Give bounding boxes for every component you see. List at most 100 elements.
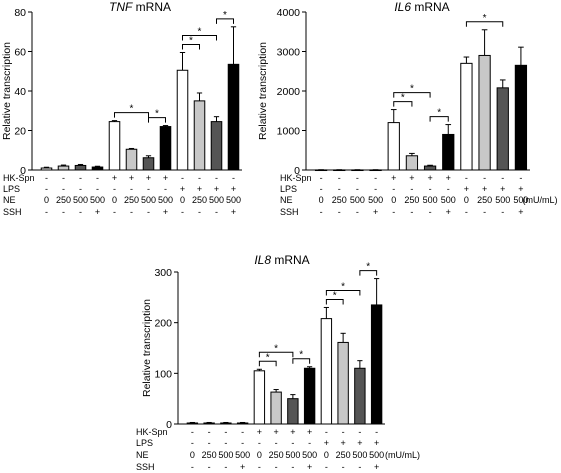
ne-value: 0 <box>190 450 195 460</box>
condition-sign: + <box>482 184 487 194</box>
condition-sign: - <box>356 207 359 217</box>
condition-sign: + <box>273 427 278 437</box>
condition-sign: + <box>374 438 379 448</box>
ne-value: 500 <box>73 195 88 205</box>
condition-sign: - <box>519 173 522 183</box>
chart-panel-1: TNF mRNA Relative transcription 0 20 40 60 80 *… <box>1 0 242 217</box>
ne-value: 500 <box>352 450 367 460</box>
chart-title-suffix: mRNA <box>132 0 171 14</box>
condition-sign: - <box>208 438 211 448</box>
chart-title-suffix: mRNA <box>411 0 450 14</box>
condition-sign: - <box>410 184 413 194</box>
condition-sign: - <box>358 462 361 472</box>
bar <box>203 422 215 425</box>
condition-sign: - <box>181 173 184 183</box>
ne-value: 500 <box>226 195 241 205</box>
y-tick-label: 3000 <box>277 47 301 59</box>
ne-value: 250 <box>192 195 207 205</box>
significance-star: * <box>437 108 441 119</box>
ne-value: 500 <box>368 195 383 205</box>
bar <box>270 391 282 425</box>
y-tick-label: 40 <box>14 86 26 98</box>
condition-sign: - <box>198 173 201 183</box>
condition-sign: - <box>191 462 194 472</box>
bar <box>236 422 249 425</box>
significance-star: * <box>155 109 159 120</box>
condition-sign: + <box>146 173 151 183</box>
condition-sign: + <box>231 207 236 217</box>
ne-value: 0 <box>319 195 324 205</box>
significance-bracket <box>325 289 361 296</box>
condition-sign: - <box>342 427 345 437</box>
condition-sign: - <box>113 207 116 217</box>
bar <box>423 165 437 171</box>
ne-value: 250 <box>477 195 492 205</box>
condition-sign: + <box>240 462 245 472</box>
y-tick-label: 200 <box>154 318 172 330</box>
condition-sign: + <box>163 207 168 217</box>
bar <box>210 121 223 171</box>
condition-sign: + <box>324 438 329 448</box>
condition-sign: + <box>257 427 262 437</box>
condition-sign: - <box>447 184 450 194</box>
condition-sign: + <box>307 427 312 437</box>
ne-value: 500 <box>90 195 105 205</box>
ne-value: 500 <box>495 195 510 205</box>
significance-bracket <box>429 116 449 122</box>
condition-sign: + <box>374 462 379 472</box>
condition-sign: - <box>164 184 167 194</box>
significance-star: * <box>333 290 337 301</box>
condition-sign: - <box>62 173 65 183</box>
bar <box>159 126 172 171</box>
condition-sign: - <box>392 207 395 217</box>
ne-value: 500 <box>513 195 528 205</box>
ne-value: 0 <box>324 450 329 460</box>
condition-sign: - <box>356 173 359 183</box>
condition-sign: - <box>241 427 244 437</box>
condition-sign: - <box>208 462 211 472</box>
condition-sign: + <box>112 173 117 183</box>
ne-value: 0 <box>180 195 185 205</box>
chart-panel-2: IL6 mRNA Relative transcription 0 1000 2000 3… <box>257 0 558 217</box>
condition-sign: - <box>224 438 227 448</box>
significance-bracket <box>148 117 166 123</box>
condition-sign: - <box>291 462 294 472</box>
condition-sign: + <box>500 184 505 194</box>
significance-star: * <box>266 352 270 363</box>
condition-sign: - <box>483 173 486 183</box>
bar <box>220 422 232 425</box>
bar <box>142 157 155 171</box>
condition-sign: - <box>342 462 345 472</box>
condition-sign: - <box>62 184 65 194</box>
ne-value: 500 <box>302 450 317 460</box>
bar <box>91 166 104 171</box>
condition-sign: - <box>429 207 432 217</box>
condition-sign: - <box>191 427 194 437</box>
condition-sign: - <box>465 207 468 217</box>
significance-star: * <box>130 104 134 115</box>
y-tick-label: 4000 <box>277 7 301 19</box>
ne-value: 0 <box>44 195 49 205</box>
y-tick-label: 100 <box>154 368 172 380</box>
condition-sign: + <box>518 184 523 194</box>
condition-sign: - <box>224 427 227 437</box>
condition-sign: - <box>291 438 294 448</box>
y-tick-label: 300 <box>154 267 172 279</box>
ne-value: 500 <box>350 195 365 205</box>
condition-sign: - <box>338 173 341 183</box>
condition-sign: - <box>375 427 378 437</box>
condition-sign: - <box>325 427 328 437</box>
condition-sign: + <box>427 173 432 183</box>
significance-bracket <box>182 34 217 41</box>
y-tick-label: 0 <box>294 165 300 177</box>
significance-star: * <box>401 93 405 104</box>
bar <box>460 62 473 171</box>
condition-sign: - <box>275 438 278 448</box>
condition-sign: - <box>181 207 184 217</box>
bar <box>478 54 491 171</box>
bar <box>387 122 400 171</box>
ne-value: 500 <box>285 450 300 460</box>
condition-sign: + <box>391 173 396 183</box>
ne-value: 0 <box>112 195 117 205</box>
